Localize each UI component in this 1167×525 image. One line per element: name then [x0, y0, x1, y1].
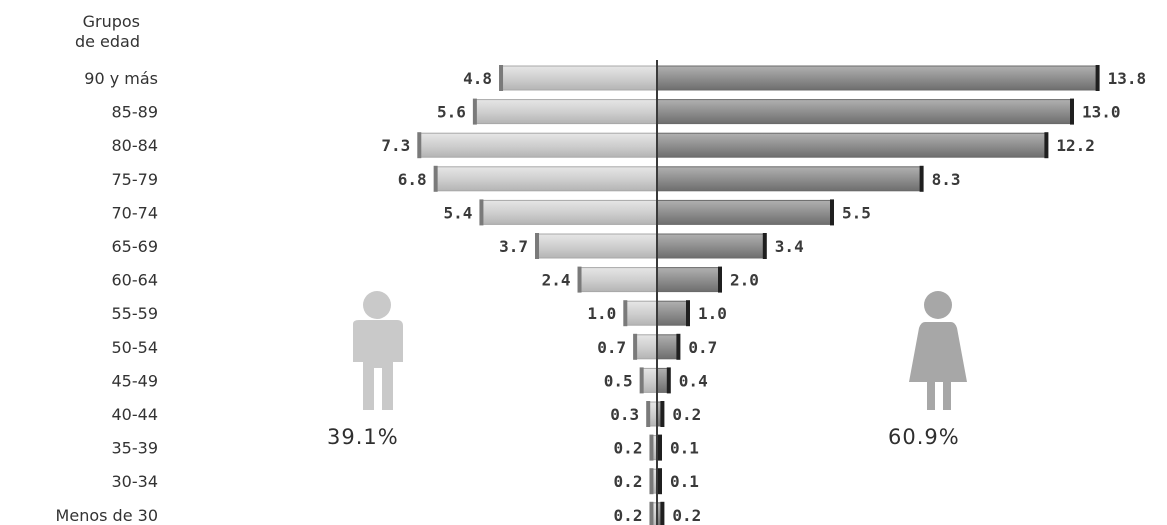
right-value-label: 12.2	[1056, 136, 1095, 155]
right-value-label: 0.1	[670, 472, 699, 491]
age-group-label: 45-49	[112, 371, 159, 390]
left-bar	[417, 132, 658, 158]
left-value-label: 0.7	[597, 338, 626, 357]
right-value-label: 0.7	[688, 338, 717, 357]
age-group-label: 70-74	[112, 203, 159, 222]
left-bar-cap	[649, 468, 654, 495]
right-bar	[656, 99, 1074, 125]
right-bar-cap	[718, 266, 722, 293]
right-value-label: 8.3	[932, 170, 961, 189]
left-value-label: 5.4	[444, 203, 473, 222]
left-bar-cap	[417, 132, 422, 159]
right-bar-cap	[666, 367, 671, 394]
axis-header-line2: de edad	[74, 32, 140, 51]
right-bar-cap	[919, 165, 924, 192]
age-group-label: 65-69	[112, 237, 159, 256]
right-bar-cap	[686, 300, 690, 327]
right-value-label: 0.4	[679, 371, 708, 390]
left-value-label: 3.7	[499, 237, 528, 256]
male-figure-icon	[353, 291, 403, 410]
age-group-label: 60-64	[112, 271, 159, 290]
age-group-label: 90 y más	[84, 69, 158, 88]
left-bar	[499, 65, 658, 91]
left-bar	[623, 300, 658, 326]
left-bar	[479, 199, 658, 225]
right-value-label: 3.4	[775, 237, 804, 256]
left-bar-cap	[646, 401, 651, 427]
left-bar-cap	[649, 434, 654, 461]
left-bar-cap	[633, 333, 638, 360]
left-bar	[578, 267, 658, 293]
age-group-label: Menos de 30	[56, 506, 158, 525]
left-bar-cap	[479, 199, 484, 226]
age-group-label: 85-89	[112, 103, 159, 122]
right-bar	[656, 132, 1048, 158]
right-bar-cap	[1070, 98, 1074, 125]
left-value-label: 1.0	[587, 304, 616, 323]
right-value-label: 5.5	[842, 203, 871, 222]
age-group-label: 30-34	[112, 472, 159, 491]
right-bar-cap	[762, 233, 767, 259]
left-value-label: 0.2	[614, 472, 643, 491]
age-group-label: 55-59	[112, 304, 159, 323]
right-value-label: 1.0	[698, 304, 727, 323]
right-value-label: 13.0	[1082, 103, 1121, 122]
right-bar-cap	[676, 333, 681, 360]
right-bar	[656, 334, 680, 360]
left-bar	[535, 233, 658, 259]
right-bar-cap	[660, 501, 665, 525]
female-figure-icon	[909, 291, 967, 410]
left-value-label: 4.8	[463, 69, 492, 88]
right-bar	[656, 65, 1100, 91]
right-bar	[656, 267, 722, 293]
left-bar	[434, 166, 658, 192]
left-value-label: 0.2	[614, 506, 643, 525]
left-value-label: 5.6	[437, 103, 466, 122]
left-bar-cap	[649, 501, 654, 525]
left-value-label: 0.2	[614, 439, 643, 458]
left-bar-cap	[472, 98, 477, 125]
axis-header-line1: Grupos	[82, 12, 140, 31]
left-value-label: 7.3	[381, 136, 410, 155]
right-bar-cap	[658, 434, 662, 461]
age-group-axis-header: Grupos de edad	[20, 12, 140, 52]
left-bar-cap	[577, 266, 582, 293]
right-value-label: 0.2	[672, 405, 701, 424]
female-total-percentage: 60.9%	[888, 425, 960, 449]
age-group-label: 80-84	[112, 136, 159, 155]
right-value-label: 0.1	[670, 439, 699, 458]
left-bar-cap	[535, 233, 540, 259]
left-bar-cap	[499, 65, 504, 91]
right-bar	[656, 199, 834, 225]
age-group-label: 75-79	[112, 170, 159, 189]
right-bar	[656, 233, 767, 259]
right-bar-cap	[660, 401, 665, 427]
right-bar-cap	[658, 468, 662, 495]
left-bar	[633, 334, 658, 360]
left-bar-cap	[623, 300, 628, 327]
age-group-label: 40-44	[112, 405, 159, 424]
right-value-label: 0.2	[672, 506, 701, 525]
male-total-percentage: 39.1%	[327, 425, 399, 449]
age-group-label: 50-54	[112, 338, 159, 357]
right-bar-cap	[1044, 132, 1049, 159]
left-value-label: 0.3	[610, 405, 639, 424]
right-bar	[656, 166, 924, 192]
right-value-label: 2.0	[730, 271, 759, 290]
left-bar-cap	[433, 165, 438, 192]
left-bar-cap	[639, 367, 644, 394]
left-value-label: 2.4	[542, 271, 571, 290]
left-bar	[473, 99, 658, 125]
right-bar	[656, 300, 690, 326]
age-group-label: 35-39	[112, 439, 159, 458]
right-bar-cap	[830, 199, 834, 226]
left-value-label: 0.5	[604, 371, 633, 390]
right-value-label: 13.8	[1108, 69, 1147, 88]
left-value-label: 6.8	[398, 170, 427, 189]
right-bar-cap	[1095, 65, 1100, 91]
